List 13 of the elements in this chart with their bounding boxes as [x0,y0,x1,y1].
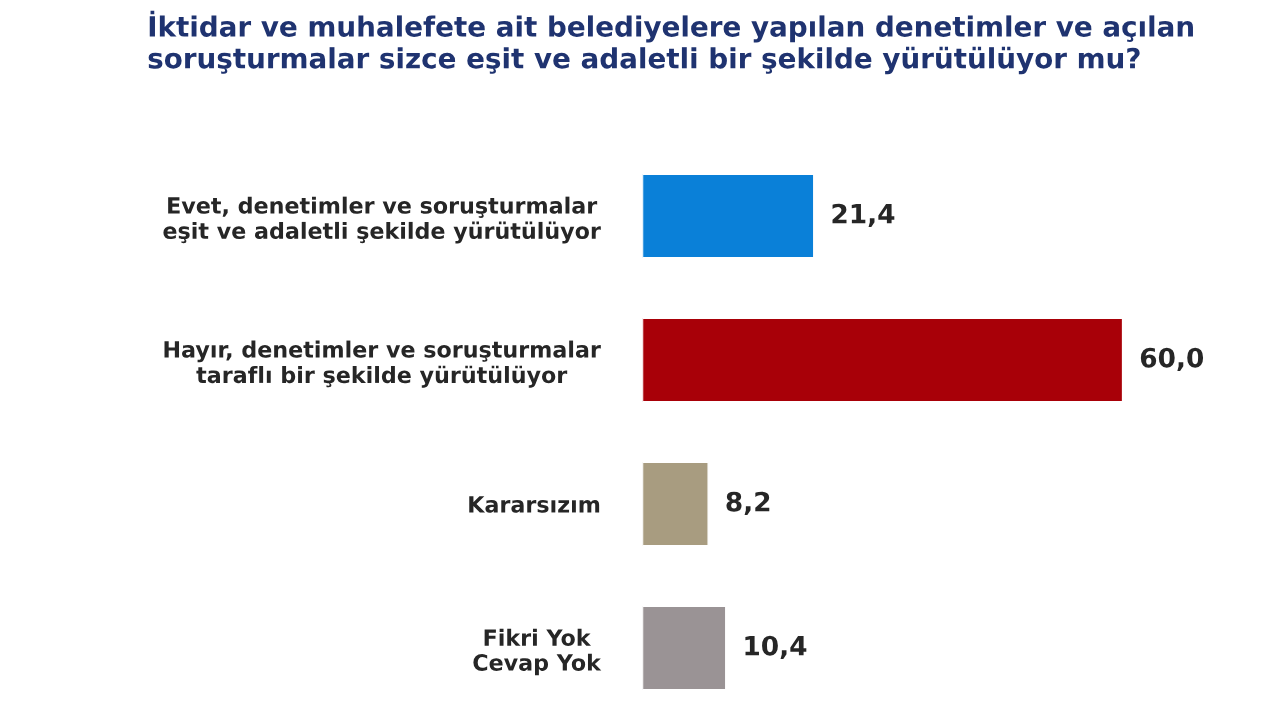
data-label: 10,4 [745,635,807,660]
bar [642,461,709,547]
y-tick-label: Kararsızım [469,496,600,513]
bar [642,605,727,691]
chart-title: İktidar ve muhalefete ait belediyelere yapılan denetimler ve açılan soruşturmalar sizce eşit ve adaletli bir şekilde yürütülüyor mu? [148,10,1193,75]
bar [642,317,1124,403]
bar [642,173,815,259]
data-label: 21,4 [832,203,895,228]
y-tick-label: Hayır, denetimler ve soruşturmalar taraflı bir şekilde yürütülüyor [164,340,601,388]
y-tick-label: Fikri Yok Cevap Yok [473,628,602,676]
data-label: 60,0 [1140,347,1204,372]
data-label: 8,2 [726,491,770,516]
y-tick-label: Evet, denetimler ve soruşturmalar eşit ve adaletli şekilde yürütülüyor [163,196,601,244]
